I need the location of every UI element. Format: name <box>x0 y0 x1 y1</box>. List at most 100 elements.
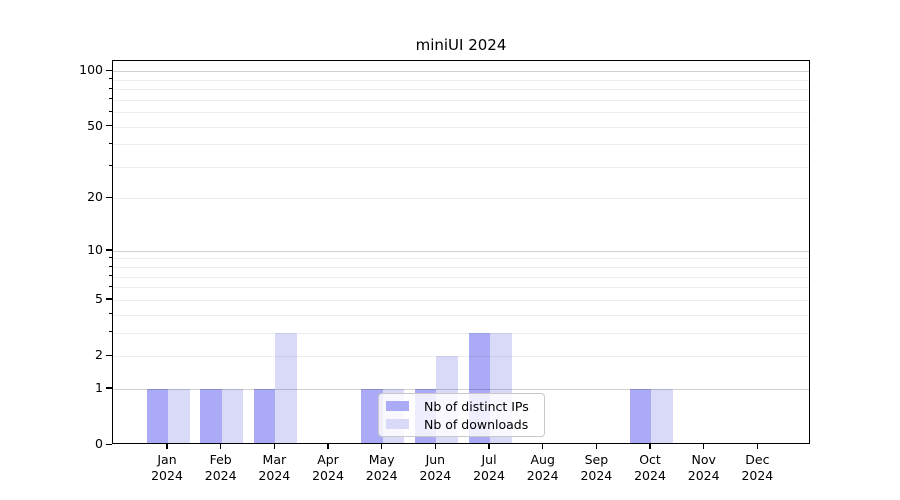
bar-nb-of-downloads-jan <box>168 388 190 444</box>
legend: Nb of distinct IPs Nb of downloads <box>378 393 545 437</box>
grid-line-minor <box>113 144 809 146</box>
grid-line-minor <box>113 287 809 289</box>
x-tick-month: May <box>368 452 395 467</box>
bar-nb-of-distinct-ips-may <box>361 388 383 444</box>
x-tick-label-may: May 2024 <box>354 452 410 484</box>
x-tick <box>756 444 759 449</box>
x-tick-month: Apr <box>317 452 339 467</box>
y-tick-label: 10 <box>87 241 103 257</box>
y-minor-tick <box>109 275 112 277</box>
x-tick-label-aug: Aug 2024 <box>515 452 571 484</box>
x-tick-year: 2024 <box>419 468 452 483</box>
x-tick-year: 2024 <box>312 468 344 483</box>
x-tick <box>488 444 490 449</box>
x-tick-year: 2024 <box>258 468 291 483</box>
y-tick-label: 50 <box>87 117 103 133</box>
x-tick-year: 2024 <box>580 468 613 483</box>
plot-area <box>112 60 810 444</box>
x-tick <box>595 444 598 449</box>
x-tick-month: Dec <box>745 452 770 467</box>
x-tick <box>703 444 705 449</box>
bar-nb-of-downloads-mar <box>275 332 297 444</box>
x-tick <box>649 444 651 449</box>
y-minor-tick <box>109 285 112 287</box>
x-tick-month: Jan <box>157 452 177 467</box>
y-minor-tick <box>109 142 112 144</box>
x-tick-year: 2024 <box>151 468 183 483</box>
grid-layer <box>113 61 809 443</box>
x-tick <box>381 444 383 449</box>
x-tick-label-jan: Jan 2024 <box>139 452 195 484</box>
bar-nb-of-distinct-ips-feb <box>200 388 222 444</box>
grid-line-major <box>113 250 809 252</box>
x-tick-year: 2024 <box>365 468 398 483</box>
bar-nb-of-downloads-feb <box>221 388 244 444</box>
grid-line-minor <box>113 198 809 200</box>
grid-line-minor <box>113 299 809 301</box>
chart-title: miniUI 2024 <box>415 36 507 54</box>
x-tick <box>166 444 168 449</box>
x-tick-label-feb: Feb 2024 <box>193 452 249 484</box>
grid-line-minor <box>113 332 809 334</box>
y-minor-tick <box>109 78 112 80</box>
y-minor-tick <box>109 110 112 112</box>
y-tick-label: 0 <box>95 436 103 451</box>
y-minor-tick <box>109 256 112 258</box>
grid-line-minor <box>113 258 809 260</box>
x-tick-year: 2024 <box>473 468 505 483</box>
x-tick-label-jun: Jun 2024 <box>407 452 463 484</box>
legend-row-downloads: Nb of downloads <box>386 417 544 432</box>
x-tick-year: 2024 <box>741 468 774 483</box>
x-tick <box>434 444 437 449</box>
bar-nb-of-distinct-ips-oct <box>629 388 652 444</box>
grid-line-minor <box>113 166 809 168</box>
grid-line-minor <box>113 276 809 278</box>
x-tick <box>220 444 222 449</box>
x-tick <box>327 444 329 449</box>
x-tick-year: 2024 <box>634 468 666 483</box>
grid-line-major <box>113 388 809 390</box>
grid-line-minor <box>113 356 809 357</box>
y-minor-tick <box>109 298 112 300</box>
x-tick-month: Aug <box>530 452 555 467</box>
x-tick-label-oct: Oct 2024 <box>622 452 678 484</box>
y-tick <box>106 443 112 445</box>
x-tick <box>273 444 276 449</box>
y-minor-tick <box>109 125 112 127</box>
x-tick-month: Sep <box>584 452 609 467</box>
y-minor-tick <box>109 87 112 89</box>
x-tick <box>542 444 544 449</box>
x-tick-label-dec: Dec 2024 <box>729 452 785 484</box>
x-tick-label-sep: Sep 2024 <box>568 452 624 484</box>
grid-line-minor <box>113 79 809 81</box>
x-tick-month: Jul <box>481 452 497 467</box>
grid-line-minor <box>113 314 809 316</box>
legend-label-distinct-ips: Nb of distinct IPs <box>424 398 529 414</box>
grid-line-minor <box>113 99 809 101</box>
x-tick-month: Oct <box>639 452 661 467</box>
x-tick-month: Mar <box>262 452 287 467</box>
y-tick-label: 5 <box>95 290 103 306</box>
y-minor-tick <box>109 165 112 167</box>
y-tick <box>106 249 112 251</box>
y-minor-tick <box>109 313 112 315</box>
grid-line-minor <box>113 267 809 269</box>
bar-nb-of-distinct-ips-jan <box>146 388 168 444</box>
grid-line-major <box>113 71 809 73</box>
x-tick-label-jul: Jul 2024 <box>461 452 517 484</box>
y-minor-tick <box>109 196 112 198</box>
x-tick-month: Jun <box>425 452 446 467</box>
y-tick-label: 1 <box>95 379 103 395</box>
x-tick-label-nov: Nov 2024 <box>676 452 732 484</box>
x-tick-label-mar: Mar 2024 <box>246 452 302 484</box>
bar-nb-of-downloads-oct <box>651 388 673 444</box>
x-tick-year: 2024 <box>687 468 720 483</box>
y-minor-tick <box>109 331 112 333</box>
y-tick-label: 20 <box>87 189 103 205</box>
bar-nb-of-distinct-ips-mar <box>253 388 276 444</box>
x-tick-year: 2024 <box>204 468 237 483</box>
y-tick <box>106 69 112 71</box>
y-tick-label: 2 <box>95 347 103 362</box>
legend-swatch-distinct-ips <box>386 401 409 411</box>
x-tick-month: Nov <box>691 452 716 467</box>
